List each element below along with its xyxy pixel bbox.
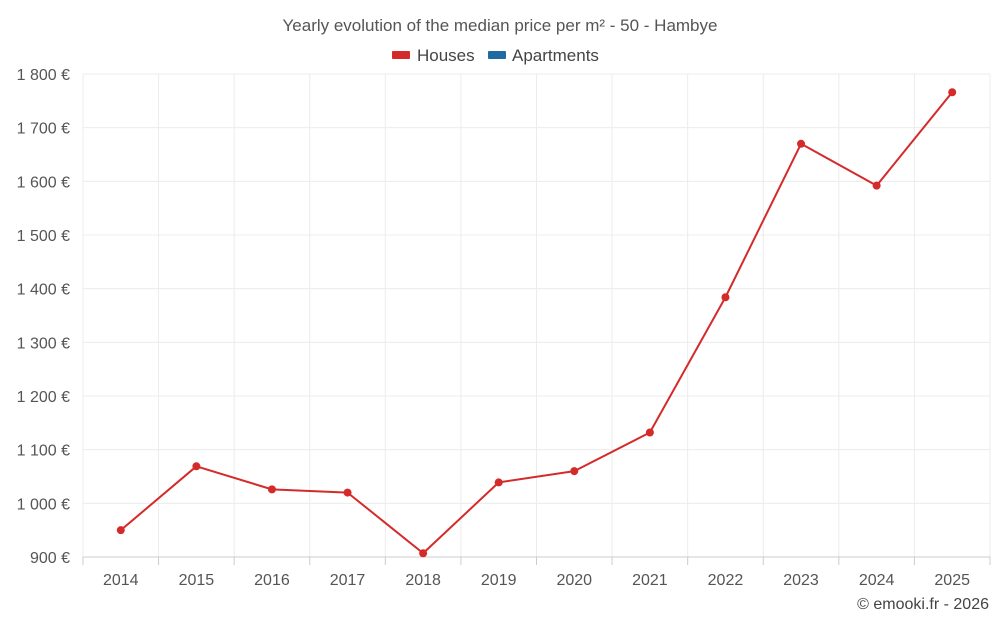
x-tick-label: 2015 — [179, 572, 215, 589]
x-tick-label: 2019 — [481, 572, 517, 589]
y-tick-label: 1 600 € — [17, 174, 70, 191]
x-tick-label: 2025 — [934, 572, 970, 589]
x-tick-label: 2024 — [859, 572, 895, 589]
credit-text: © emooki.fr - 2026 — [857, 596, 989, 613]
data-point[interactable] — [721, 293, 730, 302]
axes: 900 € 1 000 € 1 100 € 1 200 € 1 300 € 1 400 €… — [17, 67, 991, 589]
x-tick-label: 2023 — [783, 572, 819, 589]
y-tick-label: 1 500 € — [17, 228, 70, 245]
legend-item-apartments[interactable]: Apartments — [488, 46, 599, 65]
x-tick-label: 2021 — [632, 572, 668, 589]
data-point[interactable] — [116, 526, 125, 535]
gridlines — [82, 73, 991, 557]
legend: Houses Apartments — [392, 46, 599, 65]
x-tick-label: 2017 — [330, 572, 366, 589]
chart-title: Yearly evolution of the median price per… — [283, 16, 718, 35]
data-point[interactable] — [797, 139, 806, 148]
data-point[interactable] — [267, 485, 276, 494]
x-tick-label: 2014 — [103, 572, 139, 589]
x-tick-label: 2016 — [254, 572, 290, 589]
data-point[interactable] — [645, 428, 654, 437]
y-tick-label: 1 700 € — [17, 121, 70, 138]
legend-label-houses: Houses — [417, 46, 475, 65]
y-tick-label: 1 800 € — [17, 67, 70, 84]
data-point[interactable] — [419, 549, 428, 558]
y-tick-label: 1 300 € — [17, 335, 70, 352]
y-tick-label: 1 400 € — [17, 282, 70, 299]
data-point[interactable] — [192, 462, 201, 471]
legend-label-apartments: Apartments — [512, 46, 599, 65]
data-point[interactable] — [343, 488, 352, 497]
x-tick-label: 2018 — [405, 572, 441, 589]
x-tick-label: 2020 — [556, 572, 592, 589]
legend-item-houses[interactable]: Houses — [392, 46, 475, 65]
data-point[interactable] — [948, 88, 957, 97]
y-tick-label: 1 000 € — [17, 496, 70, 513]
y-tick-label: 1 200 € — [17, 389, 70, 406]
series-houses — [116, 88, 957, 558]
legend-swatch-apartments — [488, 51, 506, 59]
legend-swatch-houses — [392, 51, 410, 59]
data-point[interactable] — [494, 478, 503, 487]
x-tick-label: 2022 — [708, 572, 744, 589]
data-point[interactable] — [872, 181, 881, 190]
series-line-houses — [120, 91, 953, 555]
data-point[interactable] — [570, 467, 579, 476]
y-tick-label: 900 € — [30, 550, 70, 567]
y-tick-label: 1 100 € — [17, 443, 70, 460]
